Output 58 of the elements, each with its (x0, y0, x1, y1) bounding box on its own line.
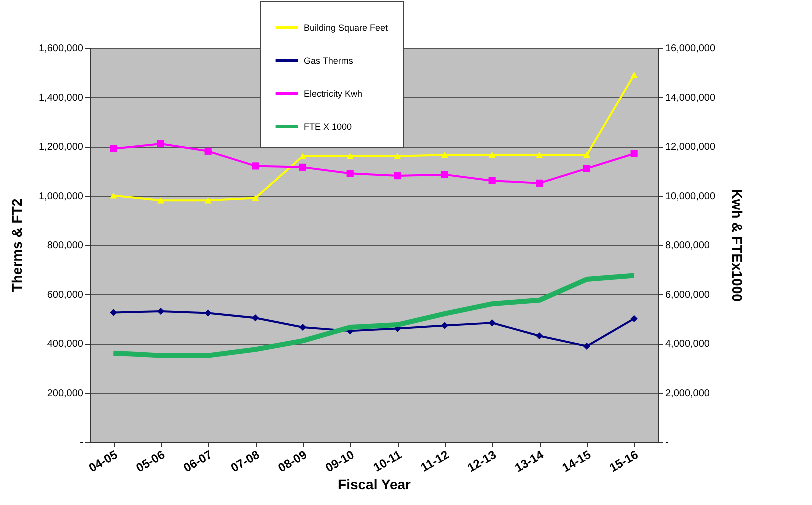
y-tick-label: 600,000 (47, 290, 84, 301)
point (441, 322, 449, 330)
point (441, 171, 449, 178)
y2-tick-label: 8,000,000 (666, 240, 710, 252)
y-tick-label: 1,400,000 (39, 92, 84, 104)
legend-label: Gas Therms (304, 56, 354, 66)
y2-tick-label: 6,000,000 (666, 290, 710, 301)
point (583, 165, 591, 172)
point (583, 342, 591, 350)
point (394, 172, 402, 180)
point (536, 152, 544, 158)
y-tick-label: 400,000 (47, 339, 84, 350)
point (488, 152, 496, 158)
point (488, 320, 496, 327)
point (110, 145, 118, 152)
y2-axis-title: Kwh & FTEx1000 (730, 189, 746, 302)
point (441, 152, 449, 158)
point (346, 170, 354, 178)
point (204, 148, 212, 155)
point (583, 152, 591, 158)
y-tick-label: 1,600,000 (39, 44, 84, 54)
point (252, 195, 260, 202)
point (204, 310, 212, 317)
y2-tick-label: 12,000,000 (666, 142, 716, 153)
point (346, 153, 354, 160)
y2-tick-label: 16,000,000 (666, 44, 716, 54)
legend-label: Building Square Feet (304, 23, 389, 33)
y2-tick-label: 10,000,000 (666, 191, 716, 202)
point (488, 177, 496, 185)
y2-tick-label: 14,000,000 (666, 92, 716, 104)
y-tick-label: 800,000 (47, 240, 84, 252)
point (630, 315, 638, 322)
point (536, 180, 544, 187)
point (157, 140, 165, 148)
legend-label: Electricity Kwh (304, 89, 363, 99)
point (252, 314, 260, 322)
point (252, 162, 260, 170)
point (204, 198, 212, 204)
y-tick-label: 200,000 (47, 388, 84, 400)
y2-tick-label: - (666, 438, 669, 448)
point (299, 324, 307, 332)
y2-tick-label: 4,000,000 (666, 339, 710, 350)
point (157, 308, 165, 316)
point (536, 332, 544, 340)
point (110, 192, 118, 199)
y2-tick-label: 2,000,000 (666, 388, 710, 400)
x-axis-title: Fiscal Year (338, 476, 412, 492)
point (630, 72, 638, 78)
point (299, 164, 307, 171)
point (110, 309, 118, 316)
y-tick-label: - (80, 438, 84, 448)
point (394, 153, 402, 160)
point (630, 150, 638, 158)
y-tick-label: 1,000,000 (39, 191, 84, 202)
point (157, 198, 165, 204)
y-tick-label: 1,200,000 (39, 142, 84, 153)
y-axis-title: Therms & FT2 (9, 198, 26, 292)
legend-label: FTE X 1000 (304, 122, 352, 132)
